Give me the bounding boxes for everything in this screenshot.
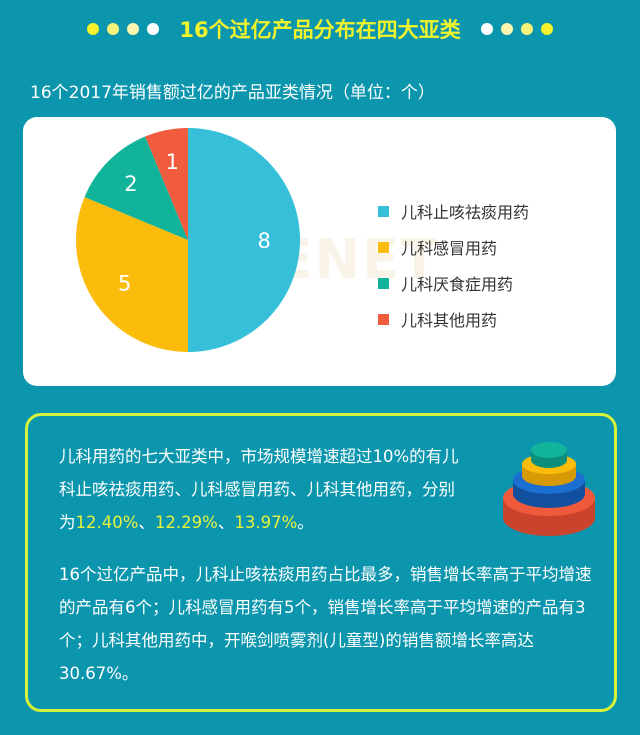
- legend-swatch: [378, 241, 389, 253]
- legend-item: 儿科止咳祛痰用药: [378, 193, 529, 229]
- pie-slice: [188, 128, 300, 352]
- growth-value: 12.40%: [75, 513, 139, 532]
- growth-value: 13.97%: [234, 513, 298, 532]
- dot: [500, 23, 513, 35]
- decorative-dots-right: [480, 23, 553, 35]
- dot: [107, 23, 120, 35]
- legend: 儿科止咳祛痰用药 儿科感冒用药 儿科厌食症用药 儿科其他用药: [378, 193, 529, 337]
- page-title: 16个过亿产品分布在四大亚类: [179, 18, 461, 42]
- legend-item: 儿科其他用药: [378, 301, 529, 337]
- pie-slice: [76, 197, 188, 353]
- legend-swatch: [378, 313, 389, 325]
- separator: 、: [217, 513, 235, 532]
- legend-swatch: [378, 205, 389, 217]
- legend-item: 儿科厌食症用药: [378, 265, 529, 301]
- dot: [127, 23, 140, 35]
- dot: [520, 23, 533, 35]
- data-label: 5: [118, 271, 131, 295]
- decorative-dots-left: [87, 23, 160, 35]
- header: 16个过亿产品分布在四大亚类: [0, 12, 640, 46]
- summary-box: 儿科用药的七大亚类中，市场规模增速超过10%的有儿科止咳祛痰用药、儿科感冒用药、…: [25, 413, 617, 712]
- separator: 、: [138, 513, 155, 532]
- chart-subtitle: 16个2017年销售额过亿的产品亚类情况（单位：个）: [30, 83, 435, 103]
- stacked-discs-icon: [503, 442, 595, 536]
- data-label: 8: [257, 229, 270, 253]
- growth-value: 12.29%: [154, 513, 218, 532]
- dot: [480, 23, 493, 35]
- summary-paragraph-2: 16个过亿产品中，儿科止咳祛痰用药占比最多，销售增长率高于平均增速的产品有6个；…: [59, 565, 592, 683]
- legend-item: 儿科感冒用药: [378, 229, 529, 265]
- dot: [147, 23, 160, 35]
- pie-slice: [84, 136, 188, 240]
- dot: [87, 23, 100, 35]
- pie-chart: 8 5 2 1: [76, 128, 300, 353]
- data-label: 2: [124, 172, 137, 196]
- data-label: 1: [166, 150, 179, 174]
- summary-paragraph-1: 儿科用药的七大亚类中，市场规模增速超过10%的有儿科止咳祛痰用药、儿科感冒用药、…: [59, 440, 469, 539]
- legend-label: 儿科其他用药: [401, 311, 498, 330]
- text: 。: [297, 513, 314, 532]
- text: 儿科用药的七大亚类中，市场规模增速超过10%的有儿科止咳祛痰用药、儿科感冒用药、…: [59, 447, 459, 532]
- legend-label: 儿科止咳祛痰用药: [401, 203, 530, 222]
- legend-label: 儿科厌食症用药: [401, 275, 514, 294]
- pie-slice: [145, 128, 188, 240]
- dot: [540, 23, 553, 35]
- legend-label: 儿科感冒用药: [401, 239, 498, 258]
- legend-swatch: [378, 277, 389, 289]
